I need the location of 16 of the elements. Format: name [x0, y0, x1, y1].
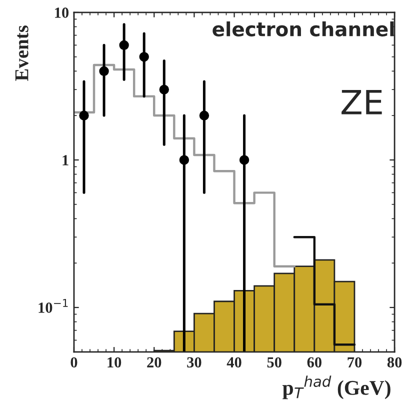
x-tick-label: 70 — [348, 357, 362, 368]
y-tick-label: 1 — [62, 155, 68, 166]
annotation: ZE — [342, 90, 382, 114]
annotation: electron channel — [212, 21, 394, 36]
y-tick-label: 10$^{−1}$ — [38, 299, 68, 313]
x-tick-label: 30 — [187, 357, 202, 368]
x-axis-title: p$_{T}$$^{had}$ (GeV) — [282, 376, 390, 400]
x-tick-label: 20 — [147, 357, 162, 368]
x-tick-label: 0 — [70, 357, 78, 368]
x-tick-label: 80 — [387, 357, 402, 368]
x-tick-label: 50 — [267, 357, 282, 368]
y-tick-label: 10 — [55, 8, 69, 18]
y-axis-title: Events — [15, 26, 28, 81]
x-tick-label: 60 — [307, 357, 322, 368]
x-tick-label: 10 — [108, 357, 122, 368]
x-tick-label: 40 — [226, 357, 242, 368]
